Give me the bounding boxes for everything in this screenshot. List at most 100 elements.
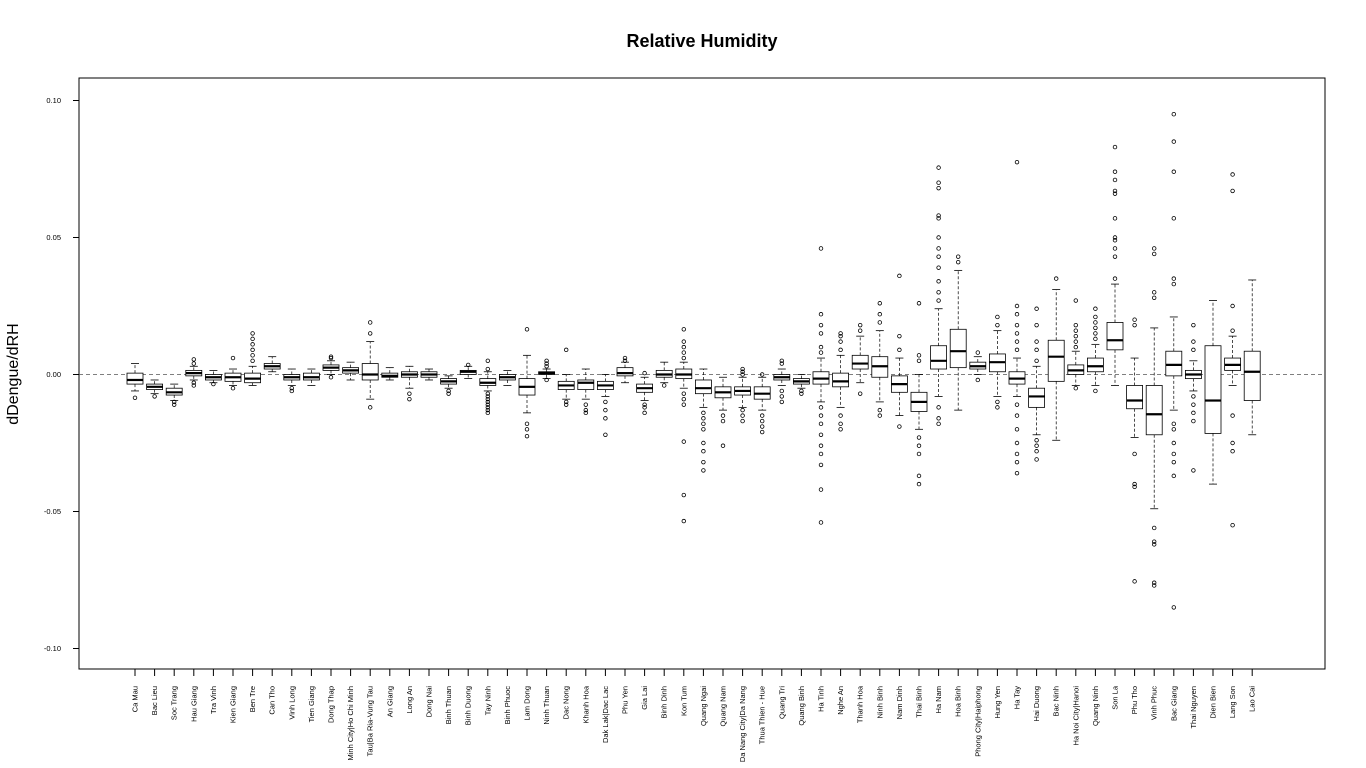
outlier-point [1151,290,1157,295]
outlier-point [446,391,451,396]
outlier-point [1034,449,1039,454]
outlier-point [1132,322,1137,328]
x-tick-label: Phu Tho [1130,686,1139,714]
box-23 [557,347,575,407]
outlier-point [838,347,843,353]
outlier-point [916,353,922,358]
outlier-point [858,322,863,328]
outlier-point [838,421,843,427]
outlier-point [995,322,1000,328]
outlier-point [818,344,824,350]
box-iqr [1106,322,1124,351]
x-tick-label: Binh Duong [464,686,473,725]
outlier-point [838,331,843,336]
outlier-point [622,355,628,361]
outlier-point [1151,295,1157,300]
box-51 [1106,144,1124,386]
x-tick-label: Dong Thap [327,686,336,723]
outlier-point [1132,481,1137,487]
outlier-point [740,369,745,374]
outlier-point [838,333,843,339]
box-5 [204,369,222,387]
x-tick-label: Ha Noi City|Hanoi [1071,686,1080,746]
outlier-point [936,246,941,251]
outlier-point [368,405,373,410]
box-iqr [361,363,379,381]
x-tick-label: Phu Yen [621,686,630,714]
boxes-group [126,111,1261,610]
outlier-point [1073,386,1078,391]
outlier-point [1112,216,1118,221]
outlier-point [1191,410,1196,416]
outlier-point [250,358,255,363]
outlier-point [760,424,765,429]
outlier-point [838,339,843,344]
box-21 [518,327,536,439]
outlier-point [681,402,686,407]
outlier-point [583,410,588,416]
outlier-point [1014,322,1020,328]
outlier-point [191,383,196,388]
outlier-point [936,416,941,421]
box-35 [793,374,810,396]
box-20 [498,369,516,386]
outlier-point [328,354,334,359]
outlier-point [1191,394,1196,399]
outlier-point [720,413,726,418]
outlier-point [1034,358,1039,363]
box-iqr [930,345,947,370]
x-tick-label: Nghe An [836,686,845,715]
outlier-point [818,331,824,336]
box-26 [616,355,634,384]
outlier-point [1132,451,1137,457]
outlier-point [1014,402,1020,407]
outlier-point [1073,344,1078,350]
box-34 [773,358,791,405]
box-33 [753,372,771,435]
outlier-point [916,443,922,448]
box-38 [851,322,869,396]
outlier-point [485,402,490,407]
x-tick-label: Ha Nam [934,686,943,714]
box-24 [577,368,595,416]
outlier-point [564,399,569,405]
x-tick-label: Vinh Phuc [1150,686,1159,720]
outlier-point [1191,339,1196,344]
outlier-point [1034,457,1039,462]
outlier-point [230,386,236,391]
x-tick-label: Binh Thuan [444,686,453,724]
box-2 [146,379,164,399]
x-tick-label: Son La [1111,685,1120,710]
outlier-point [1112,276,1118,281]
box-42 [930,165,947,427]
outlier-point [995,314,1000,320]
outlier-point [485,358,490,363]
box-iqr [1087,357,1104,373]
outlier-point [720,418,726,424]
outlier-point [681,350,686,355]
outlier-point [995,399,1000,405]
outlier-point [877,301,882,306]
x-tick-label: Khanh Hoa [581,685,590,723]
outlier-point [936,290,941,295]
x-tick-label: Phong City|Haiphong [973,686,982,757]
box-iqr [577,379,595,390]
outlier-point [818,432,824,437]
x-tick-label: Binh Dinh [660,686,669,719]
outlier-point [720,443,726,448]
outlier-point [956,254,961,259]
outlier-point [524,427,530,432]
outlier-point [1014,413,1020,418]
outlier-point [936,213,941,218]
outlier-point [681,339,686,344]
outlier-point [1171,169,1176,174]
outlier-point [916,358,922,363]
outlier-point [1014,459,1020,465]
outlier-point [995,405,1000,410]
x-tick-label: Bac Lieu [150,686,159,715]
box-46 [1008,159,1026,476]
outlier-point [1093,388,1098,394]
outlier-point [1171,139,1176,144]
outlier-point [936,421,941,427]
